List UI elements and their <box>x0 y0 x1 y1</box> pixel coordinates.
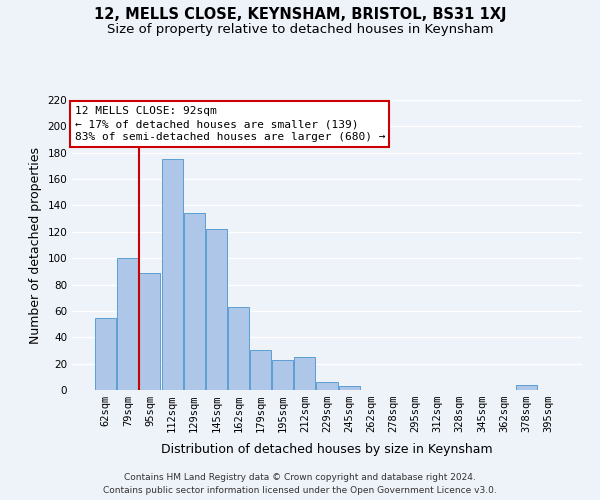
Bar <box>338 386 359 390</box>
Y-axis label: Number of detached properties: Number of detached properties <box>29 146 42 344</box>
Text: Distribution of detached houses by size in Keynsham: Distribution of detached houses by size … <box>161 442 493 456</box>
Bar <box>228 307 249 390</box>
Bar <box>118 258 139 390</box>
Bar <box>95 318 116 390</box>
Text: 12 MELLS CLOSE: 92sqm
← 17% of detached houses are smaller (139)
83% of semi-det: 12 MELLS CLOSE: 92sqm ← 17% of detached … <box>74 106 385 142</box>
Bar <box>295 357 316 390</box>
Text: 12, MELLS CLOSE, KEYNSHAM, BRISTOL, BS31 1XJ: 12, MELLS CLOSE, KEYNSHAM, BRISTOL, BS31… <box>94 8 506 22</box>
Text: Size of property relative to detached houses in Keynsham: Size of property relative to detached ho… <box>107 22 493 36</box>
Bar <box>184 214 205 390</box>
Bar <box>272 360 293 390</box>
Bar <box>206 229 227 390</box>
Bar <box>161 160 182 390</box>
Bar <box>250 350 271 390</box>
Bar <box>515 384 536 390</box>
Bar <box>139 272 160 390</box>
Text: Contains HM Land Registry data © Crown copyright and database right 2024.
Contai: Contains HM Land Registry data © Crown c… <box>103 474 497 495</box>
Bar <box>316 382 338 390</box>
